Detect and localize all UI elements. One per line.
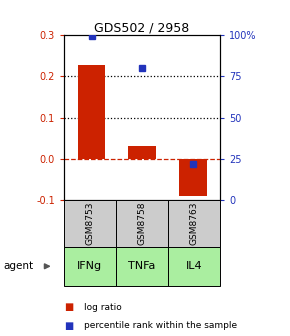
Text: agent: agent <box>3 261 33 271</box>
Text: TNFa: TNFa <box>128 261 156 271</box>
Text: IL4: IL4 <box>186 261 203 271</box>
Bar <box>128 146 156 159</box>
Text: ■: ■ <box>64 302 73 312</box>
Text: GSM8758: GSM8758 <box>137 202 147 245</box>
Bar <box>78 65 106 159</box>
Text: percentile rank within the sample: percentile rank within the sample <box>84 322 237 330</box>
Text: ■: ■ <box>64 321 73 331</box>
Text: IFNg: IFNg <box>77 261 102 271</box>
Bar <box>179 159 206 196</box>
Text: GSM8753: GSM8753 <box>85 202 95 245</box>
Text: log ratio: log ratio <box>84 303 122 312</box>
Text: GSM8763: GSM8763 <box>190 202 199 245</box>
Title: GDS502 / 2958: GDS502 / 2958 <box>95 21 190 34</box>
